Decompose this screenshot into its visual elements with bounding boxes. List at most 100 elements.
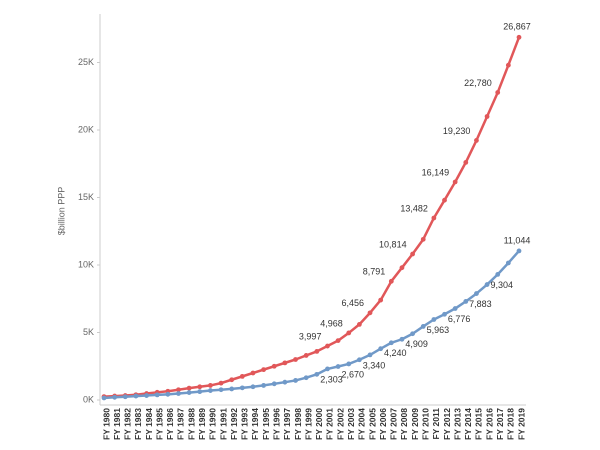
x-tick-label: FY 2001 xyxy=(325,408,335,440)
point-marker xyxy=(335,338,341,343)
point-marker xyxy=(442,197,447,203)
data-label: 2,670 xyxy=(341,369,364,379)
series-line xyxy=(103,250,520,400)
point-marker xyxy=(314,349,320,354)
point-marker xyxy=(218,380,224,386)
data-label: 4,968 xyxy=(320,318,343,328)
x-tick-label: FY 1996 xyxy=(272,408,282,440)
point-marker xyxy=(442,311,447,317)
point-marker xyxy=(516,34,522,40)
point-marker xyxy=(282,379,288,385)
y-tick-label: 5K xyxy=(83,327,94,337)
x-tick-label: FY 1990 xyxy=(208,408,218,440)
point-marker xyxy=(112,394,118,400)
x-tick-label: FY 2012 xyxy=(442,408,452,440)
x-tick-label: FY 1986 xyxy=(165,408,175,440)
point-marker xyxy=(122,394,128,400)
point-marker xyxy=(154,392,160,398)
x-tick-label: FY 2000 xyxy=(314,408,324,440)
x-tick-label: FY 2010 xyxy=(420,408,430,440)
data-label: 5,963 xyxy=(427,325,450,335)
point-marker xyxy=(176,391,181,396)
x-tick-label: FY 2008 xyxy=(399,408,409,440)
y-tick-label: 0K xyxy=(83,394,94,404)
point-marker xyxy=(239,373,245,379)
point-marker xyxy=(261,367,267,373)
x-tick-label: FY 1998 xyxy=(293,408,303,440)
point-marker xyxy=(388,278,394,284)
x-tick-label: FY 1997 xyxy=(282,408,292,440)
point-marker xyxy=(335,364,341,369)
point-marker xyxy=(325,343,330,349)
data-label: 3,340 xyxy=(363,360,386,370)
x-tick-label: FY 2007 xyxy=(389,408,399,440)
x-tick-label: FY 1981 xyxy=(112,408,122,440)
point-marker xyxy=(239,385,245,391)
x-tick-label: FY 2004 xyxy=(357,408,367,440)
point-marker xyxy=(303,353,309,358)
x-tick-label: FY 1999 xyxy=(303,408,313,440)
data-label: 6,776 xyxy=(448,314,471,324)
data-label: 4,909 xyxy=(405,339,428,349)
point-marker xyxy=(420,324,426,329)
point-marker xyxy=(516,248,522,254)
point-marker xyxy=(452,179,458,185)
point-marker xyxy=(186,385,192,391)
x-tick-label: FY 1982 xyxy=(123,408,133,440)
x-tick-label: FY 2011 xyxy=(431,408,441,440)
x-tick-label: FY 1991 xyxy=(218,408,228,440)
x-tick-label: FY 1992 xyxy=(229,408,239,440)
data-label: 6,456 xyxy=(341,298,364,308)
point-marker xyxy=(325,366,330,372)
point-marker xyxy=(420,236,426,242)
x-tick-label: FY 1995 xyxy=(261,408,271,440)
point-marker xyxy=(197,384,203,390)
point-marker xyxy=(208,388,213,393)
point-marker xyxy=(463,160,469,165)
point-marker xyxy=(229,386,235,392)
x-tick-label: FY 1984 xyxy=(144,408,154,440)
point-marker xyxy=(303,375,309,381)
point-marker xyxy=(505,260,511,266)
point-marker xyxy=(282,360,288,366)
point-marker xyxy=(314,371,320,377)
y-tick-label: 10K xyxy=(78,259,94,269)
point-marker xyxy=(271,363,277,369)
data-label: 2,303 xyxy=(320,374,343,384)
data-label: 7,883 xyxy=(469,299,492,309)
point-marker xyxy=(293,378,298,383)
x-tick-label: FY 2013 xyxy=(452,408,462,440)
point-marker xyxy=(399,265,405,271)
point-marker xyxy=(101,395,107,401)
x-tick-label: FY 1989 xyxy=(197,408,207,440)
x-tick-label: FY 2003 xyxy=(346,408,356,440)
data-label: 13,482 xyxy=(400,203,428,213)
point-marker xyxy=(218,387,224,393)
point-marker xyxy=(356,357,362,363)
point-marker xyxy=(176,387,181,393)
point-marker xyxy=(474,291,479,296)
x-tick-label: FY 1988 xyxy=(186,408,196,440)
point-marker xyxy=(484,282,490,287)
point-marker xyxy=(378,297,384,303)
data-label: 22,780 xyxy=(464,78,492,88)
x-tick-label: FY 2015 xyxy=(474,408,484,440)
point-marker xyxy=(495,90,501,95)
y-axis-label: $billion PPP xyxy=(56,187,66,236)
data-label: 4,240 xyxy=(384,348,407,358)
data-label: 19,230 xyxy=(443,126,471,136)
y-tick-label: 15K xyxy=(78,192,94,202)
x-tick-label: FY 2019 xyxy=(516,408,526,440)
data-label: 16,149 xyxy=(422,167,450,177)
point-marker xyxy=(271,381,277,387)
point-marker xyxy=(410,251,415,257)
data-label: 8,791 xyxy=(363,267,386,277)
point-marker xyxy=(388,340,394,346)
point-marker xyxy=(367,352,373,358)
point-marker xyxy=(208,383,213,388)
x-tick-label: FY 2018 xyxy=(506,408,516,440)
x-tick-label: FY 1993 xyxy=(240,408,250,440)
point-marker xyxy=(229,377,235,383)
point-marker xyxy=(293,357,298,362)
